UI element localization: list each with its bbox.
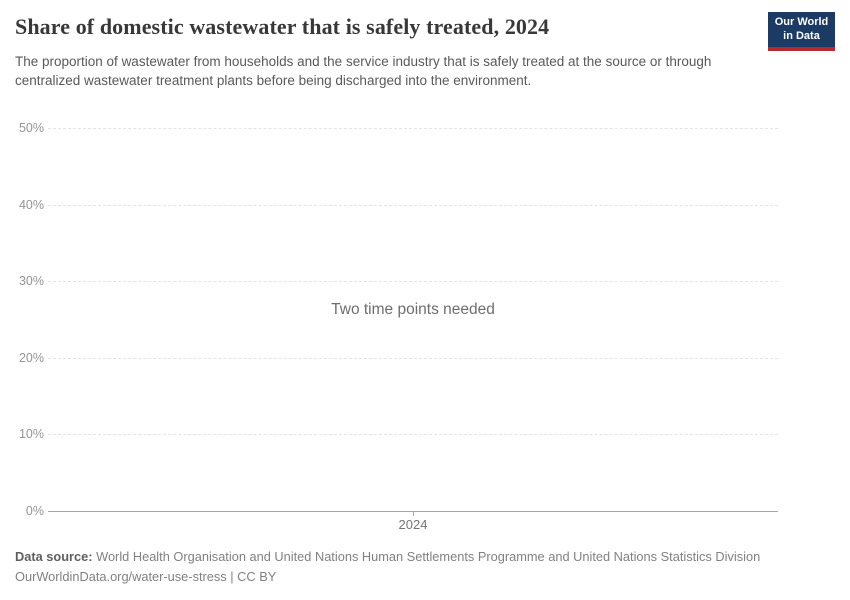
gridline (48, 128, 778, 129)
data-source-line: Data source: World Health Organisation a… (15, 547, 835, 567)
y-axis-tick-label: 0% (25, 504, 44, 518)
license-text: CC BY (237, 569, 277, 584)
owid-logo-line2: in Data (783, 29, 820, 42)
empty-state-message: Two time points needed (331, 300, 495, 318)
footer-separator: | (230, 569, 234, 584)
gridline (48, 434, 778, 436)
y-axis-tick-label: 10% (18, 427, 44, 442)
owid-logo[interactable]: Our World in Data (768, 12, 835, 51)
x-axis-tick-label: 2024 (398, 517, 428, 532)
y-axis-tick-label: 20% (18, 350, 44, 365)
y-axis-tick-label: 50% (18, 121, 44, 135)
chart-title: Share of domestic wastewater that is saf… (15, 14, 550, 39)
y-axis-tick-label: 30% (18, 274, 44, 289)
y-axis-tick-label: 40% (18, 197, 44, 212)
license-line: OurWorldinData.org/water-use-stress | CC… (15, 567, 835, 587)
chart-footer: Data source: World Health Organisation a… (15, 547, 835, 587)
gridline (48, 204, 778, 206)
y-axis: 0% 10% 20% 30% 40% 50% (0, 121, 44, 518)
x-axis-tick (412, 511, 414, 516)
data-source-label: Data source: (15, 549, 93, 564)
owid-url-link[interactable]: OurWorldinData.org/water-use-stress (15, 569, 227, 584)
gridline (48, 357, 778, 359)
gridline (48, 281, 778, 283)
owid-logo-line1: Our World (774, 16, 829, 28)
chart-subtitle: The proportion of wastewater from househ… (15, 54, 712, 89)
data-source-text: World Health Organisation and United Nat… (96, 549, 761, 564)
plot-area: Two time points needed 2024 (48, 128, 778, 532)
